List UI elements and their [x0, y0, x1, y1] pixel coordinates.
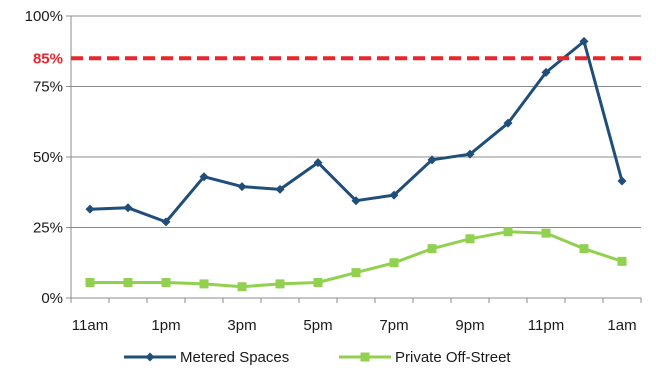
data-point [503, 118, 513, 128]
data-point [427, 244, 437, 254]
data-point [351, 268, 361, 278]
x-tick-label: 3pm [227, 317, 256, 334]
data-point [199, 279, 209, 289]
data-point [579, 36, 589, 46]
data-point [313, 158, 323, 168]
data-point [275, 184, 285, 194]
x-tick-label: 7pm [379, 317, 408, 334]
data-point [579, 244, 589, 254]
legend-swatch-marker [360, 352, 370, 362]
data-point [465, 234, 475, 244]
y-tick-label: 75% [33, 79, 63, 96]
data-point [351, 196, 361, 206]
data-point [389, 258, 399, 268]
data-point [617, 176, 627, 186]
data-point [161, 277, 171, 287]
y-tick-label: 100% [25, 8, 63, 25]
reference-line-label: 85% [33, 50, 63, 67]
data-point [389, 190, 399, 200]
reference-line-group: 85% [33, 50, 641, 67]
series-line [89, 39, 624, 224]
legend-item: Private Off-Street [339, 349, 511, 366]
y-tick-label: 25% [33, 220, 63, 237]
data-point [161, 217, 171, 227]
x-tick-label: 1pm [151, 317, 180, 334]
y-tick-label: 50% [33, 149, 63, 166]
series [85, 36, 627, 292]
data-point [617, 256, 627, 266]
legend: Metered Spaces Private Off-Street [124, 349, 511, 366]
series-2 [85, 227, 627, 292]
x-tick-label: 11pm [528, 317, 564, 334]
data-point [199, 172, 209, 182]
legend-label: Metered Spaces [180, 349, 289, 366]
data-point [85, 204, 95, 214]
legend-swatch-marker [145, 352, 155, 362]
x-tick-label: 9pm [455, 317, 484, 334]
data-point [541, 67, 551, 77]
data-point [427, 155, 437, 165]
x-axis-ticks: 11am 1pm 3pm 5pm 7pm 9pm 11pm 1am [70, 298, 642, 334]
data-point [123, 203, 133, 213]
y-tick-label: 0% [41, 290, 63, 307]
series-1 [85, 36, 627, 227]
x-tick-label: 1am [607, 317, 636, 334]
data-point [503, 227, 513, 237]
x-tick-label: 11am [72, 317, 108, 334]
data-point [465, 149, 475, 159]
x-tick-label: 5pm [303, 317, 332, 334]
data-point [237, 182, 247, 192]
gridlines [71, 15, 641, 228]
data-point [85, 277, 95, 287]
legend-label: Private Off-Street [395, 349, 511, 366]
data-point [313, 277, 323, 287]
data-point [275, 279, 285, 289]
data-point [541, 228, 551, 238]
data-point [237, 282, 247, 292]
y-axis-ticks: 0% 25% 50% 75% 100% [25, 8, 71, 307]
data-point [123, 277, 133, 287]
legend-item: Metered Spaces [124, 349, 289, 366]
